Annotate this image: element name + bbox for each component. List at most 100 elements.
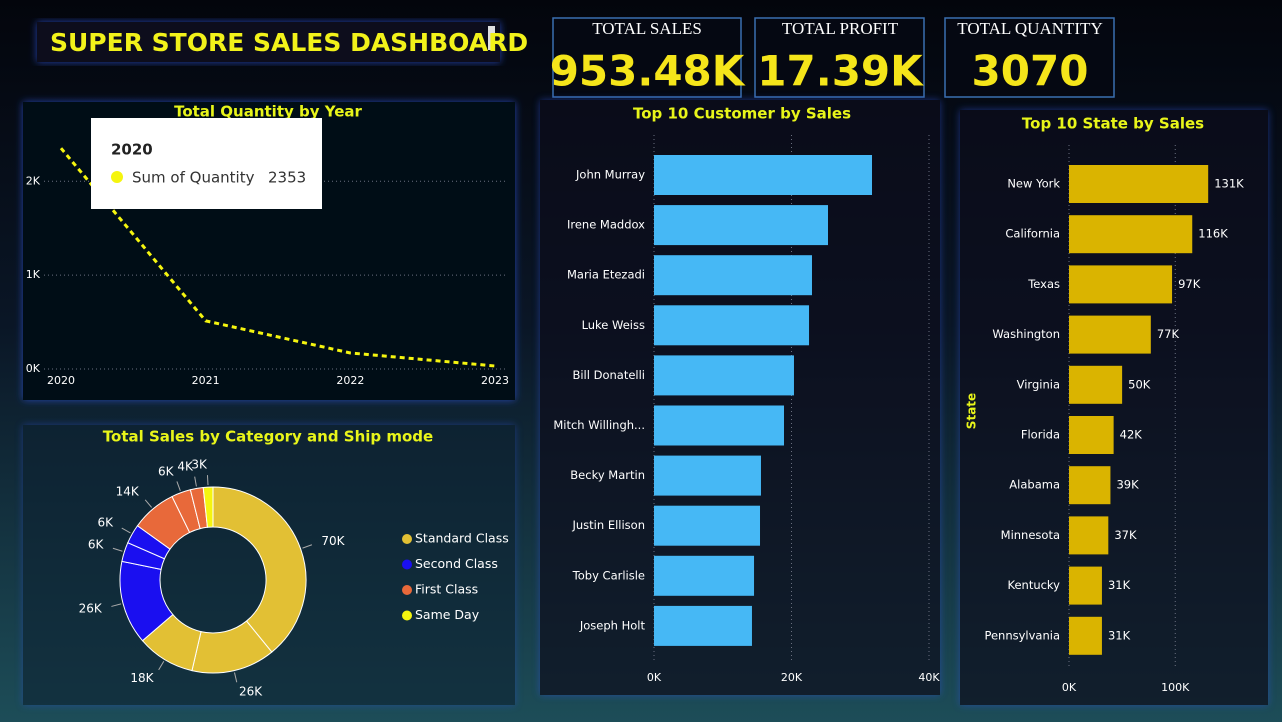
- kpi-card: [552, 17, 742, 98]
- title-box: [37, 22, 500, 62]
- y-axis-label: State: [965, 393, 979, 429]
- leader-line: [234, 672, 238, 683]
- y-tick-label: Washington: [992, 327, 1060, 341]
- chart-title: Total Quantity by Year: [174, 103, 362, 121]
- data-label: 26K: [79, 601, 103, 615]
- y-tick-label: 1K: [26, 268, 41, 281]
- y-tick-label: Florida: [1021, 428, 1060, 442]
- y-tick-label: Maria Etezadi: [567, 268, 645, 282]
- bar: [654, 355, 794, 396]
- bar: [654, 605, 752, 646]
- leader-line: [206, 475, 209, 486]
- bar: [1069, 566, 1102, 605]
- legend-swatch: [402, 559, 412, 570]
- data-label: 50K: [1128, 377, 1151, 391]
- data-label: 77K: [1157, 327, 1180, 341]
- data-label: 6K: [158, 465, 175, 479]
- tooltip: [91, 118, 322, 209]
- bar: [654, 455, 761, 496]
- y-tick-label: New York: [1007, 177, 1060, 191]
- x-tick-label: 2022: [336, 374, 364, 387]
- y-tick-label: Luke Weiss: [582, 318, 645, 332]
- data-label: 70K: [321, 534, 345, 548]
- legend-label: Same Day: [415, 607, 480, 622]
- y-tick-label: Texas: [1027, 277, 1060, 291]
- kpi-value: 953.48K: [550, 47, 746, 96]
- kpi-value: 17.39K: [757, 47, 924, 96]
- bar: [1069, 616, 1102, 655]
- bar: [654, 405, 785, 446]
- kpi-label: TOTAL SALES: [592, 19, 702, 38]
- y-tick-label: 0K: [26, 362, 41, 375]
- bar: [1069, 265, 1173, 304]
- data-label: 39K: [1116, 478, 1139, 492]
- y-tick-label: Becky Martin: [570, 468, 645, 482]
- title-cursor: [488, 26, 495, 50]
- x-tick-label: 0K: [1062, 681, 1077, 694]
- y-tick-label: Mitch Willingh...: [553, 418, 645, 432]
- x-tick-label: 2020: [47, 374, 75, 387]
- data-label: 116K: [1198, 227, 1228, 241]
- x-tick-label: 20K: [781, 671, 803, 684]
- y-tick-label: Joseph Holt: [579, 618, 646, 632]
- data-label: 26K: [239, 685, 263, 699]
- data-label: 6K: [98, 516, 115, 530]
- bar: [1069, 215, 1193, 254]
- y-tick-label: Minnesota: [1001, 528, 1060, 542]
- x-tick-label: 0K: [647, 671, 662, 684]
- bar: [654, 555, 755, 596]
- chart-title: Total Sales by Category and Ship mode: [103, 428, 433, 446]
- bar: [654, 305, 810, 346]
- legend-label: First Class: [415, 582, 478, 597]
- tooltip-label: Sum of Quantity: [132, 169, 255, 187]
- y-tick-label: Toby Carlisle: [572, 568, 645, 582]
- line: [59, 147, 496, 368]
- donut-slice: [212, 486, 307, 653]
- bar: [1069, 165, 1209, 203]
- y-tick-label: California: [1005, 227, 1060, 241]
- bar: [654, 205, 829, 246]
- leader-line: [144, 499, 153, 508]
- y-tick-label: Kentucky: [1007, 578, 1060, 592]
- data-label: 3K: [191, 458, 208, 472]
- y-tick-label: 2K: [26, 174, 41, 187]
- y-tick-label: Pennsylvania: [984, 628, 1060, 642]
- kpi-card: [944, 17, 1115, 98]
- data-label: 6K: [88, 538, 105, 552]
- data-label: 42K: [1120, 428, 1143, 442]
- leader-line: [111, 603, 122, 607]
- data-label: 97K: [1178, 277, 1201, 291]
- kpi-label: TOTAL QUANTITY: [957, 19, 1102, 38]
- panel: [540, 100, 940, 695]
- y-tick-label: Alabama: [1009, 478, 1060, 492]
- y-tick-label: John Murray: [575, 168, 645, 182]
- y-tick-label: Irene Maddox: [567, 218, 645, 232]
- kpi-label: TOTAL PROFIT: [782, 19, 899, 38]
- legend-label: Second Class: [415, 556, 498, 571]
- bar: [654, 505, 761, 546]
- leader-line: [302, 544, 313, 549]
- leader-line: [194, 476, 197, 487]
- tooltip-dot: [111, 171, 123, 183]
- legend-label: Standard Class: [415, 531, 509, 546]
- bar: [1069, 315, 1151, 354]
- chart-title: Top 10 State by Sales: [1022, 115, 1204, 133]
- y-tick-label: Virginia: [1017, 377, 1060, 391]
- bar: [654, 155, 873, 195]
- data-label: 131K: [1214, 177, 1244, 191]
- legend-swatch: [402, 610, 412, 621]
- leader-line: [121, 527, 131, 534]
- y-tick-label: Justin Ellison: [572, 518, 646, 532]
- data-label: 18K: [130, 671, 154, 685]
- y-tick-label: Bill Donatelli: [572, 368, 645, 382]
- kpi-card: [754, 17, 925, 98]
- bar: [1069, 365, 1123, 404]
- chart-title: Top 10 Customer by Sales: [633, 105, 851, 123]
- x-tick-label: 100K: [1161, 681, 1190, 694]
- dashboard-title: SUPER STORE SALES DASHBOARD: [50, 28, 528, 57]
- data-label: 14K: [116, 485, 140, 499]
- leader-line: [176, 481, 181, 491]
- tooltip-title: 2020: [111, 141, 153, 159]
